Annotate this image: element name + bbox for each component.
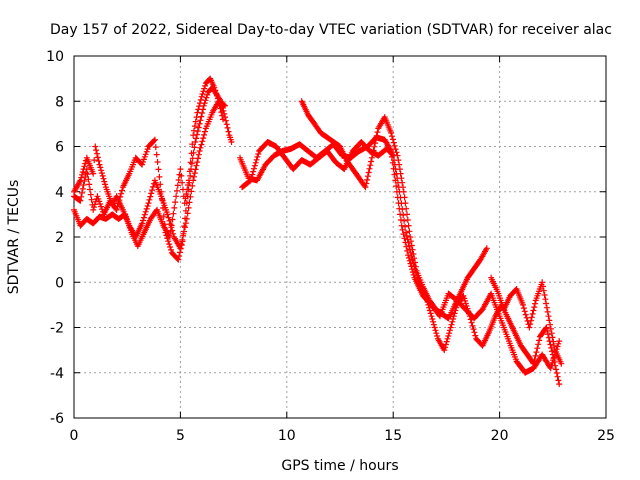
y-tick-label: 4 (55, 185, 64, 201)
y-tick-label: 8 (55, 94, 64, 110)
chart-title: Day 157 of 2022, Sidereal Day-to-day VTE… (50, 22, 612, 38)
x-axis-ticks: 0 5 10 15 20 25 (70, 56, 615, 444)
grid (74, 56, 606, 418)
y-tick-label: -4 (50, 366, 64, 382)
series-markers (298, 98, 490, 322)
y-tick-label: 10 (46, 49, 64, 65)
y-tick-label: -6 (50, 411, 64, 427)
x-tick-label: 5 (176, 428, 185, 444)
y-tick-label: 0 (55, 275, 64, 291)
x-tick-label: 0 (70, 428, 79, 444)
x-axis-title: GPS time / hours (281, 458, 398, 474)
series-markers (71, 98, 229, 252)
y-tick-label: 2 (55, 230, 64, 246)
y-axis-title: SDTVAR / TECUs (6, 180, 22, 295)
x-tick-label: 25 (597, 428, 615, 444)
series-trace-f (298, 98, 490, 322)
data-series (71, 75, 565, 388)
y-axis-ticks: -6 -4 -2 0 2 4 6 8 10 (46, 49, 606, 427)
y-tick-label: 6 (55, 140, 64, 156)
x-tick-label: 20 (491, 428, 509, 444)
series-markers (488, 274, 565, 367)
x-tick-label: 10 (278, 428, 296, 444)
series-trace-g (488, 274, 565, 367)
series-trace-c (71, 98, 229, 252)
y-tick-label: -2 (50, 321, 64, 337)
x-tick-label: 15 (384, 428, 402, 444)
